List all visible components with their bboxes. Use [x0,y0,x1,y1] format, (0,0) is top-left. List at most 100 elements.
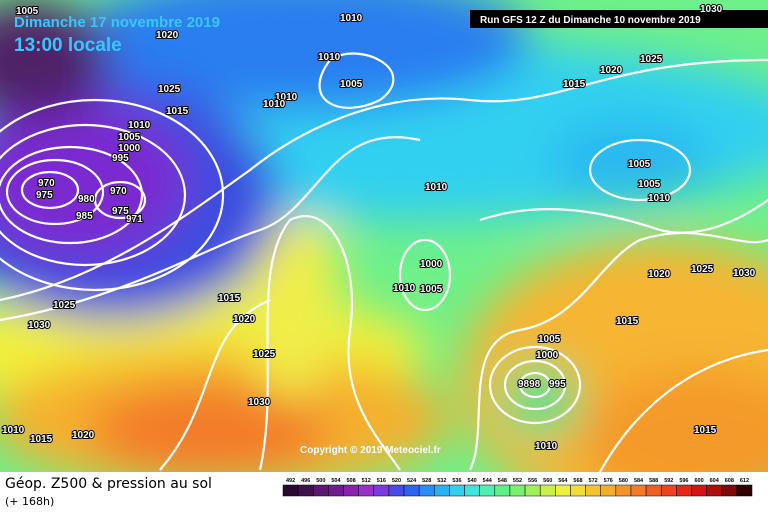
scale-label: 520 [392,478,401,484]
scale-cell [403,484,420,497]
isobar-label: 1010 [340,13,363,24]
scale-label: 564 [558,478,568,484]
isobar-label: 1030 [248,397,271,408]
scale-cell [449,484,465,497]
scale-label: 572 [589,478,598,484]
isobar-label: 1015 [694,425,717,436]
scale-label: 576 [604,478,613,484]
scale-label: 600 [694,478,703,484]
isobar-label: 1015 [30,434,53,445]
scale-label: 592 [664,478,673,484]
scale-cell [706,484,722,497]
scale-cell [373,484,390,497]
scale-label: 512 [362,478,371,484]
isobar-label: 1015 [166,106,189,117]
scale-label: 596 [679,478,688,484]
time: 13:00 locale [14,35,122,56]
isobar-label: 1030 [733,268,756,279]
scale-cell [509,484,526,497]
isobar-label: 1025 [253,349,276,360]
scale-label: 552 [513,478,522,484]
isobar-label: 975 [36,190,53,201]
scale-label: 492 [286,478,295,484]
isobar-label: 1030 [700,4,723,15]
isobar-label: 1005 [340,79,363,90]
isobar-label: 9898 [518,379,541,390]
scale-cell [555,484,571,497]
isobar-label: 1020 [72,430,95,441]
isobar-label: 1010 [263,99,286,110]
isobar-label: 1015 [616,316,639,327]
legend-title: Géop. Z500 & pression au sol [5,476,212,492]
isobar-label: 1025 [640,54,663,65]
run: Run GFS 12 Z du Dimanche 10 novembre 201… [480,15,701,26]
scale-label: 608 [725,478,734,484]
isobar-label: 1010 [393,283,416,294]
isobar-label: 1005 [118,132,141,143]
scale-label: 532 [437,478,446,484]
legend-subtitle: (+ 168h) [5,495,54,508]
scale-label: 580 [619,478,628,484]
isobar-label: 1005 [16,6,39,17]
isobar-label: 1025 [158,84,181,95]
isobar-label: 970 [38,178,55,189]
isobar-label: 1000 [420,259,443,270]
scale-label: 584 [634,478,644,484]
scale-cell [434,484,450,497]
isobar-label: 1020 [648,269,671,280]
scale-label: 568 [573,478,582,484]
scale-cell [313,484,329,497]
scale-label: 560 [543,478,552,484]
date: Dimanche 17 novembre 2019 [14,14,220,31]
scale-label: 604 [710,478,720,484]
scale-label: 548 [498,478,507,484]
isobar-label: 995 [112,153,129,164]
isobar-label: 985 [76,211,93,222]
isobar-label: 980 [78,194,95,205]
isobar-label: 1030 [28,320,51,331]
run-box [470,10,768,28]
scale-cell [600,484,617,497]
scale-cell [358,484,375,497]
scale-label: 528 [422,478,431,484]
scale-label: 508 [346,478,355,484]
isobar-label: 1010 [425,182,448,193]
scale-cell [660,484,677,497]
isobar-label: 1010 [318,52,341,63]
scale-cell [615,484,632,497]
isobar-label: 1000 [118,143,141,154]
scale-cell [539,484,556,497]
isobar-label: 1025 [691,264,714,275]
isobar-label: 1015 [218,293,241,304]
isobars [0,52,768,472]
scale-cell [494,484,511,497]
scale-label: 588 [649,478,658,484]
scale-cell [691,484,707,497]
scale-cell [570,484,586,497]
scale-cell [343,484,359,497]
scale-cell [297,484,314,497]
isobar-label: 970 [110,186,127,197]
scale-cell [645,484,662,497]
scale-cell [388,484,405,497]
isobar-label: 1020 [600,65,623,76]
isobar-label: 1020 [156,30,179,41]
isobar-label: 975 [112,206,129,217]
isobar-label: 1000 [536,350,559,361]
isobar-label: 1005 [420,284,443,295]
scale-cell [282,484,299,497]
isobar-label: 1010 [2,425,25,436]
scale-cell [328,484,344,497]
scale-cell [464,484,480,497]
scale-label: 500 [316,478,325,484]
copyright: Copyright © 2019 Meteociel.fr [300,445,441,456]
isobar-label: 995 [549,379,566,390]
scale-label: 612 [740,478,749,484]
scale-cell [585,484,601,497]
isobar-label: 971 [126,214,143,225]
scale-cell [418,484,435,497]
isobar-label: 1005 [628,159,651,170]
scale-label: 556 [528,478,537,484]
